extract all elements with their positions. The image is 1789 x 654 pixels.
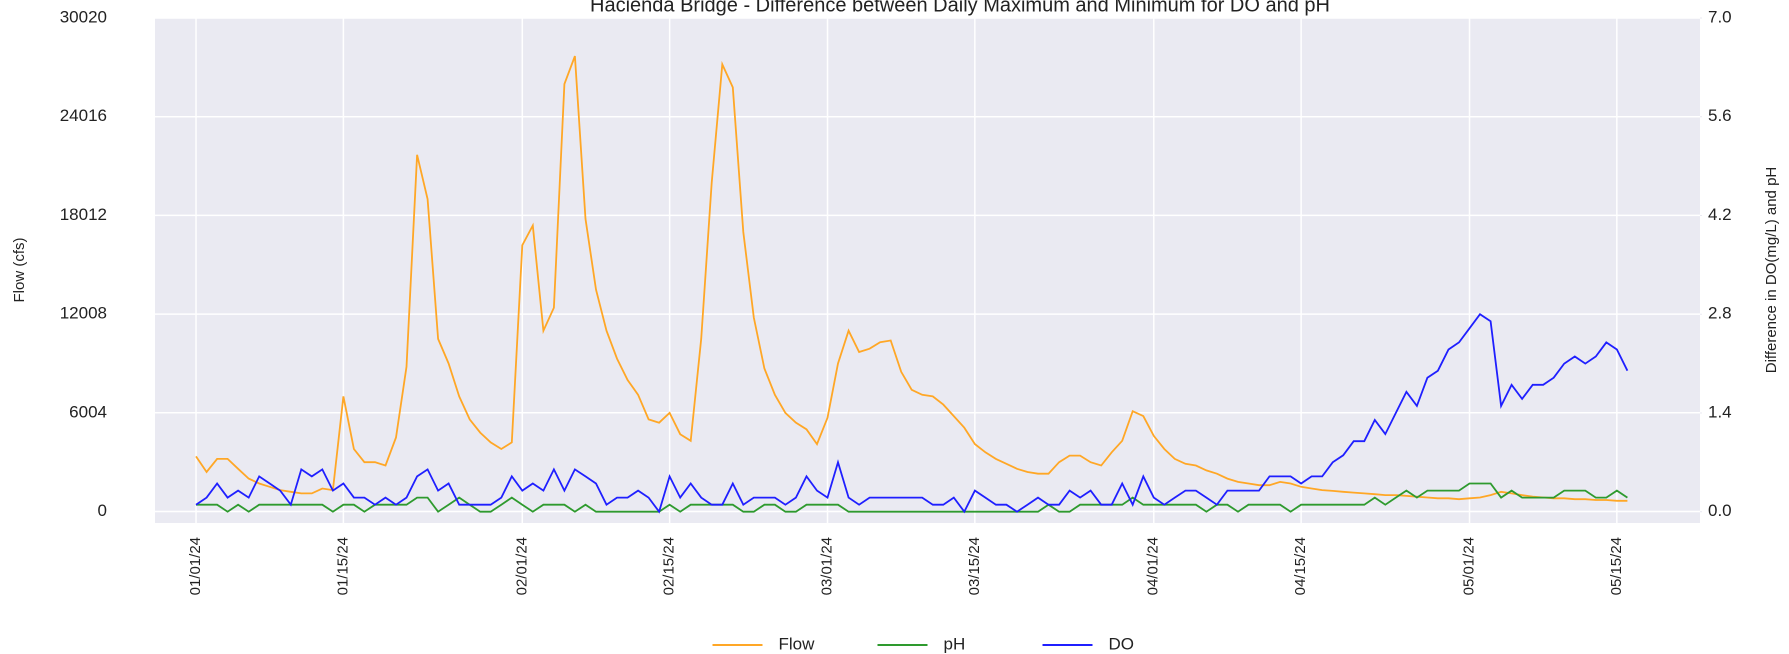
y-tick-label: 6004 <box>69 402 107 421</box>
x-tick-label: 05/01/24 <box>1460 537 1477 595</box>
legend-label: pH <box>944 634 966 653</box>
x-tick-label: 05/15/24 <box>1608 537 1625 595</box>
y2-tick-label: 1.4 <box>1708 402 1732 421</box>
y-tick-label: 24016 <box>60 106 107 125</box>
y2-axis-label: Difference in DO(mg/L) and pH <box>1763 167 1780 373</box>
legend-label: DO <box>1109 634 1135 653</box>
x-tick-label: 01/01/24 <box>187 537 204 595</box>
y2-tick-label: 4.2 <box>1708 205 1732 224</box>
series-line <box>196 482 1628 513</box>
y-tick-label: 18012 <box>60 205 107 224</box>
x-tick-label: 01/15/24 <box>334 537 351 595</box>
y2-tick-label: 7.0 <box>1708 7 1732 26</box>
x-tick-label: 04/15/24 <box>1292 537 1309 595</box>
series-line <box>195 55 1628 502</box>
y-tick-label: 0 <box>98 501 107 520</box>
y-tick-label: 12008 <box>60 304 107 323</box>
y2-tick-label: 2.8 <box>1708 304 1732 323</box>
y-tick-label: 30020 <box>60 7 107 26</box>
plot-background <box>155 18 1700 523</box>
y2-tick-label: 5.6 <box>1708 106 1732 125</box>
x-tick-label: 02/01/24 <box>513 537 530 595</box>
series-line <box>195 312 1629 514</box>
x-tick-label: 04/01/24 <box>1145 537 1162 595</box>
y-axis-label: Flow (cfs) <box>11 238 28 303</box>
y2-tick-label: 0.0 <box>1708 501 1732 520</box>
legend-label: Flow <box>779 634 816 653</box>
x-tick-label: 03/01/24 <box>818 537 835 595</box>
chart-title: Hacienda Bridge - Difference between Dai… <box>590 0 1330 16</box>
x-tick-label: 03/15/24 <box>966 537 983 595</box>
x-tick-label: 02/15/24 <box>661 537 678 595</box>
